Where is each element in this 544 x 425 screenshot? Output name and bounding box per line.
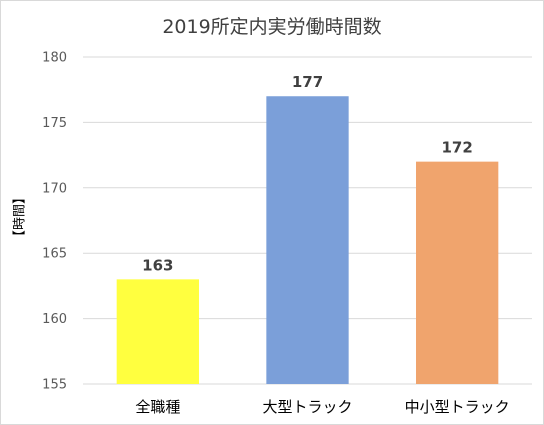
y-tick-label-180: 180 (42, 51, 67, 66)
y-tick-label-155: 155 (42, 378, 67, 393)
data-label-3: 172 (442, 139, 473, 157)
category-label-3: 中小型トラック (405, 398, 510, 416)
data-label-1: 163 (142, 256, 173, 274)
data-labels: 163 177 172 (142, 73, 473, 274)
y-tick-label-170: 170 (42, 181, 67, 196)
data-label-2: 177 (292, 73, 323, 91)
bars (116, 96, 499, 385)
category-label-2: 大型トラック (262, 398, 352, 416)
y-tick-label-175: 175 (42, 116, 67, 131)
bar-2 (266, 96, 349, 385)
category-labels: 全職種 大型トラック 中小型トラック (135, 398, 509, 416)
bar-3 (416, 161, 499, 384)
y-tick-labels: 155 160 165 170 175 180 (42, 51, 67, 393)
y-tick-label-165: 165 (42, 247, 67, 262)
chart-title: 2019所定内実労働時間数 (162, 16, 382, 38)
category-label-1: 全職種 (135, 398, 180, 416)
y-tick-label-160: 160 (42, 312, 67, 327)
bar-1 (116, 279, 199, 384)
